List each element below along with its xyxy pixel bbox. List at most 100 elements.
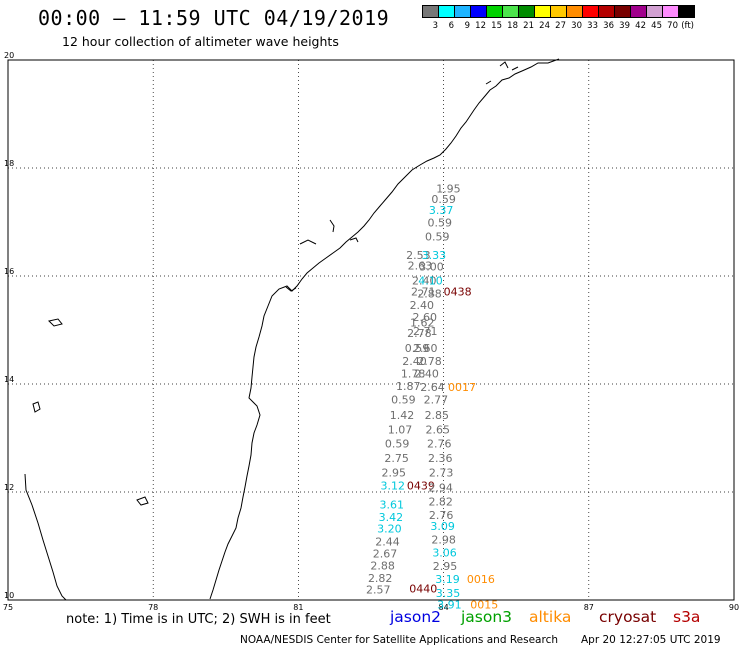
lat-tick-label: 12 — [4, 483, 14, 492]
color-scale-label: 9 — [464, 21, 470, 31]
legend-cryosat: cryosat — [599, 608, 657, 626]
page-title: 00:00 – 11:59 UTC 04/19/2019 — [38, 6, 390, 30]
wave-height-value: 2.63 — [408, 260, 433, 273]
wave-height-value: 2.64 — [420, 381, 445, 394]
wave-height-value: 2.76 — [429, 509, 454, 522]
lat-tick-label: 14 — [4, 375, 14, 384]
color-swatch — [534, 5, 551, 18]
legend-altika: altika — [529, 608, 572, 626]
india-east-coast — [209, 58, 560, 600]
cape-outline — [285, 286, 297, 292]
generation-timestamp: Apr 20 12:27:05 UTC 2019 — [581, 634, 721, 646]
color-swatch — [550, 5, 567, 18]
wave-height-value: 0.59 — [431, 193, 456, 206]
wave-height-value: 2.71 — [411, 286, 436, 299]
maldives-islet-c — [136, 496, 149, 506]
wave-height-value: 3.33 — [422, 249, 447, 262]
coastal-islet — [349, 237, 359, 243]
color-scale-labels: 3 6 9 12 15 18 21 24 27 30 33 36 39 42 45 70 (ft) — [422, 21, 694, 31]
wave-height-value: 2.67 — [373, 548, 398, 561]
lon-tick-label: 81 — [293, 603, 303, 612]
color-swatch — [646, 5, 663, 18]
legend-jason3: jason3 — [461, 608, 513, 626]
wave-height-value: 1.07 — [388, 423, 413, 436]
color-scale-swatches — [422, 5, 695, 18]
wave-height-value: 2.60 — [413, 342, 438, 355]
wave-height-value: 1.95 — [436, 183, 461, 196]
wave-height-value: 3.91 — [437, 598, 462, 611]
wave-height-value: 3.61 — [380, 498, 405, 511]
color-swatch — [614, 5, 631, 18]
map-frame — [7, 59, 735, 601]
wave-height-value: 2.71 — [413, 325, 438, 338]
wave-height-value: 2.40 — [410, 299, 435, 312]
color-swatch — [470, 5, 487, 18]
legend-s3a: s3a — [673, 608, 701, 626]
wave-height-value: 3.06 — [432, 546, 457, 559]
lon-tick-label: 75 — [3, 603, 13, 612]
color-swatch — [438, 5, 455, 18]
maldives-islet-a — [48, 318, 63, 327]
observation-labels: 1.950.593.370.590.592.533.332.633.002.40… — [366, 183, 498, 612]
wave-height-value: 0.59 — [405, 342, 430, 355]
wave-height-value: 2.82 — [428, 496, 453, 509]
color-scale-label: 39 — [619, 21, 630, 31]
color-scale-label: 42 — [635, 21, 646, 31]
color-swatch — [518, 5, 535, 18]
color-scale-label: 27 — [555, 21, 566, 31]
color-swatch — [422, 5, 439, 18]
color-swatch — [454, 5, 471, 18]
lon-tick-label: 87 — [584, 603, 594, 612]
wave-height-value: 2.78 — [417, 355, 442, 368]
color-swatch — [678, 5, 695, 18]
wave-height-value: 1.87 — [396, 380, 421, 393]
color-swatch — [486, 5, 503, 18]
wave-height-value: 2.44 — [375, 536, 400, 549]
tick-labels: 75 78 81 84 87 90 10 12 14 16 18 20 — [3, 51, 739, 612]
page-subtitle: 12 hour collection of altimeter wave hei… — [62, 34, 339, 49]
color-scale-label: 21 — [523, 21, 534, 31]
wave-height-value: 2.57 — [366, 584, 391, 597]
wave-height-value: 2.40 — [412, 274, 437, 287]
color-scale-legend: 3 6 9 12 15 18 21 24 27 30 33 36 39 42 45 70 (ft) — [422, 5, 695, 31]
lon-tick-label: 78 — [148, 603, 158, 612]
pass-id-label: 0440 — [409, 583, 437, 596]
wave-height-value: 2.82 — [368, 572, 393, 585]
coastline — [24, 58, 560, 601]
wave-height-value: 2.75 — [384, 452, 409, 465]
wave-height-value: 1.78 — [401, 368, 426, 381]
wave-height-value: 3.09 — [430, 520, 455, 533]
ganges-coast-islands — [485, 61, 519, 85]
legend-jason2: jason2 — [390, 608, 442, 626]
wave-height-value: 2.36 — [428, 452, 453, 465]
wave-height-value: 3.00 — [419, 260, 444, 273]
pass-id-label: 0439 — [407, 480, 435, 493]
wave-height-value: 1.42 — [390, 409, 415, 422]
wave-height-value: 2.78 — [407, 327, 432, 340]
credit-line: NOAA/NESDIS Center for Satellite Applica… — [240, 634, 558, 646]
color-scale-label: 18 — [507, 21, 518, 31]
godavari-delta — [329, 219, 335, 233]
wave-height-value: 3.12 — [381, 480, 406, 493]
color-scale-label: 6 — [448, 21, 454, 31]
wave-height-value: 4.10 — [418, 274, 443, 287]
color-scale-label: 30 — [571, 21, 582, 31]
wave-height-value: 2.95 — [433, 560, 458, 573]
wave-height-value: 2.60 — [412, 311, 437, 324]
wave-height-value: 0.59 — [391, 394, 416, 407]
pass-id-label: 0016 — [467, 573, 495, 586]
color-scale-label: 24 — [539, 21, 550, 31]
wave-height-value: 3.19 — [435, 573, 460, 586]
color-swatch — [582, 5, 599, 18]
color-swatch — [566, 5, 583, 18]
pass-id-label: 0438 — [444, 286, 472, 299]
wave-height-value: 2.40 — [402, 355, 427, 368]
wave-height-value: 2.94 — [428, 482, 453, 495]
wave-height-value: 1.62 — [410, 316, 435, 329]
wave-height-value: 2.76 — [427, 437, 452, 450]
lat-tick-label: 10 — [4, 591, 14, 600]
color-scale-label: 15 — [491, 21, 502, 31]
wave-height-value: 2.73 — [429, 467, 454, 480]
pass-id-label: 0015 — [470, 598, 498, 611]
wave-height-value: 2.88 — [370, 559, 395, 572]
